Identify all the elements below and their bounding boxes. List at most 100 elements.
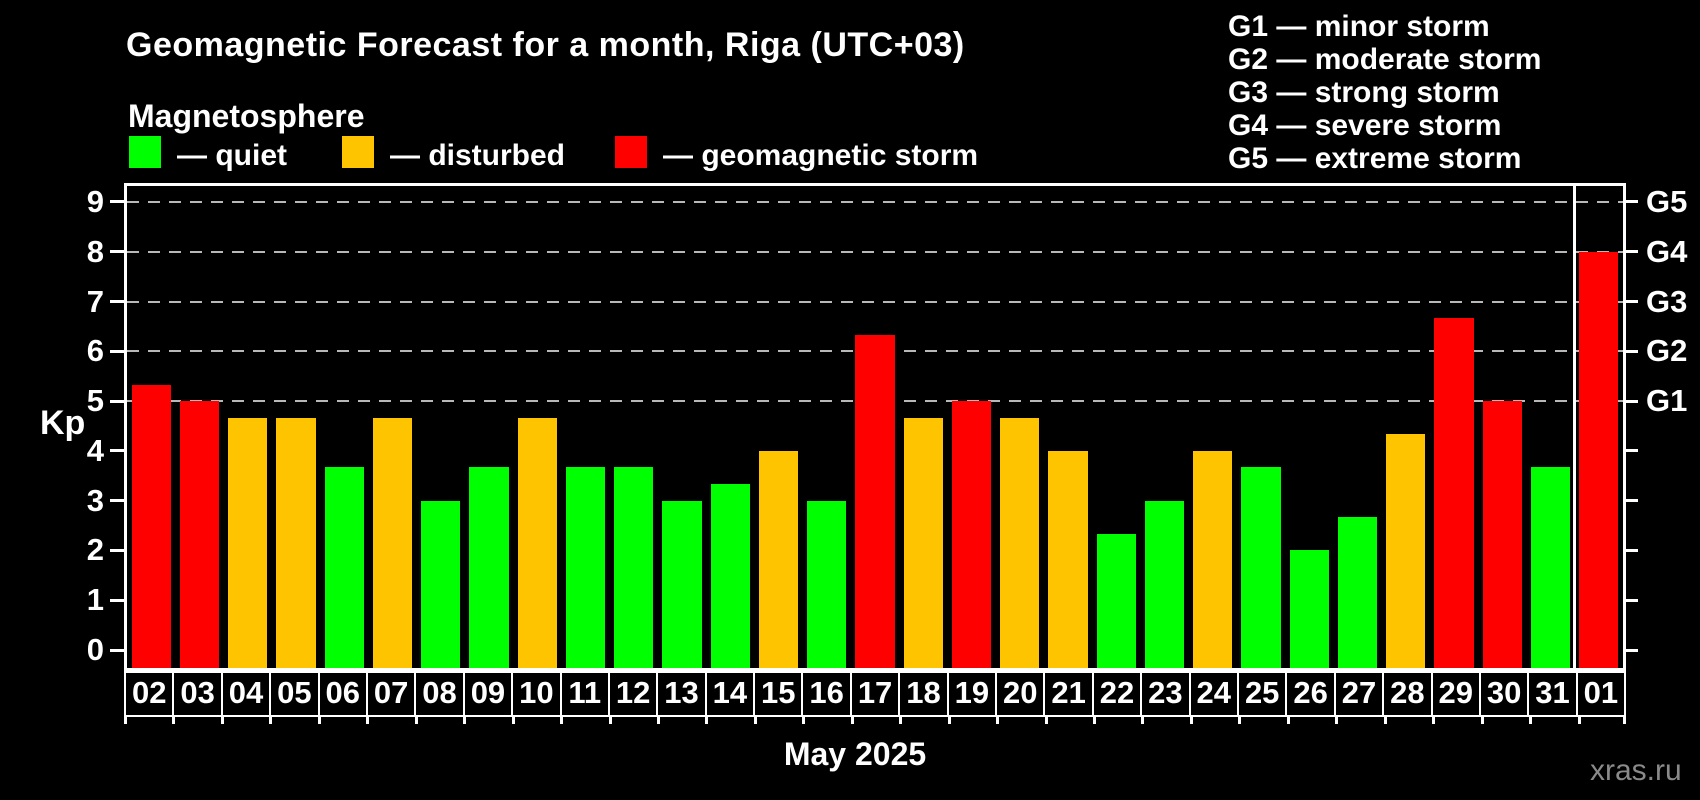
day-label-29: 29 <box>1430 671 1481 717</box>
day-label-07: 07 <box>365 671 417 717</box>
day-label-27: 27 <box>1333 671 1385 717</box>
right-axis-tick-2 <box>1626 548 1638 552</box>
magnetosphere-subtitle: Magnetosphere <box>128 98 365 134</box>
gridline-kp-7 <box>127 300 1623 303</box>
day-label-26: 26 <box>1285 671 1336 717</box>
day-boundary-tick-21 <box>1141 717 1145 724</box>
day-boundary-tick-25 <box>1335 717 1339 724</box>
right-axis-tick-9 <box>1626 200 1638 204</box>
y-axis-label-0: 0 <box>86 632 104 667</box>
legend-label-storm: — geomagnetic storm <box>663 139 979 172</box>
day-boundary-tick-26 <box>1383 717 1387 724</box>
day-label-21: 21 <box>1043 671 1094 717</box>
x-axis-day-labels: 02 03 04 05 06 07 08 09 10 11 12 13 14 15 16 17 18 19 20 21… <box>124 671 1627 717</box>
bar-day-20 <box>1000 417 1040 668</box>
y-axis-tick-8 <box>110 250 124 254</box>
bar-day-16 <box>807 500 847 668</box>
y-axis-tick-4 <box>110 449 124 453</box>
day-boundary-tick-14 <box>802 717 806 724</box>
day-boundary-tick-9 <box>560 717 564 724</box>
y-axis-label-7: 7 <box>86 283 104 319</box>
day-label-02: 02 <box>124 671 175 717</box>
x-axis-title: May 2025 <box>783 736 927 772</box>
bar-day-21 <box>1048 450 1088 668</box>
legend-label-disturbed: — disturbed <box>390 139 566 172</box>
bar-day-23 <box>1144 500 1185 668</box>
g5-legend-line: G5 — extreme storm <box>1228 142 1522 175</box>
day-label-17: 17 <box>849 671 901 717</box>
day-label-23: 23 <box>1140 671 1191 717</box>
right-axis-tick-7 <box>1626 300 1638 304</box>
day-boundary-tick-30 <box>1577 717 1581 724</box>
watermark: xras.ru <box>1590 754 1682 787</box>
day-boundary-tick-22 <box>1189 717 1193 724</box>
day-boundary-tick-23 <box>1238 717 1242 724</box>
y-axis-tick-2 <box>110 548 124 552</box>
day-boundary-tick-19 <box>1044 717 1048 724</box>
y-axis-label-1: 1 <box>86 582 104 618</box>
bar-day-09 <box>469 467 509 668</box>
bar-day-15 <box>758 450 799 668</box>
bar-day-28 <box>1386 434 1426 668</box>
bar-day-11 <box>565 467 606 668</box>
day-boundary-tick-10 <box>608 717 612 724</box>
day-label-10: 10 <box>511 671 562 717</box>
day-label-06: 06 <box>317 671 368 717</box>
right-axis-tick-6 <box>1626 349 1638 353</box>
quiet-color-swatch <box>129 136 161 168</box>
plot-area <box>124 183 1626 671</box>
y-axis-tick-1 <box>110 598 124 602</box>
g4-legend-line: G4 — severe storm <box>1228 109 1502 142</box>
bar-day-25 <box>1241 467 1281 668</box>
y-axis-tick-3 <box>110 499 124 503</box>
day-boundary-tick-11 <box>656 717 660 724</box>
day-boundary-tick-17 <box>947 717 951 724</box>
bar-day-13 <box>662 500 702 668</box>
bar-day-14 <box>710 484 750 668</box>
bar-day-07 <box>372 417 413 668</box>
day-boundary-tick-24 <box>1286 717 1290 724</box>
right-axis-label-g2: G2 <box>1646 333 1688 369</box>
y-axis-tick-6 <box>110 349 124 353</box>
day-label-30: 30 <box>1478 671 1530 717</box>
day-label-01: 01 <box>1575 671 1627 717</box>
storm-scale-legend: G1 — minor storm G2 — moderate storm G3 … <box>1228 10 1541 175</box>
page-title: Geomagnetic Forecast for a month, Riga (… <box>126 26 965 64</box>
bar-day-02 <box>131 384 171 668</box>
bar-day-29 <box>1434 317 1474 668</box>
right-axis-label-g3: G3 <box>1646 283 1688 319</box>
day-boundary-tick-4 <box>317 717 321 724</box>
day-boundary-tick-18 <box>996 717 1000 724</box>
bar-day-04 <box>228 417 268 668</box>
right-axis-tick-0 <box>1626 648 1638 652</box>
day-boundary-tick-6 <box>414 717 418 724</box>
day-boundary-tick-29 <box>1529 717 1533 724</box>
day-label-15: 15 <box>753 671 804 717</box>
y-axis-label-5: 5 <box>86 383 104 419</box>
right-axis-label-g4: G4 <box>1646 233 1688 269</box>
g2-legend-line: G2 — moderate storm <box>1228 43 1542 76</box>
day-label-03: 03 <box>172 671 223 717</box>
right-axis-tick-5 <box>1626 399 1638 403</box>
day-boundary-tick-31 <box>1623 717 1626 724</box>
day-label-31: 31 <box>1527 671 1578 717</box>
bar-day-05 <box>276 417 316 668</box>
bar-day-18 <box>903 417 943 668</box>
day-boundary-tick-27 <box>1432 717 1436 724</box>
right-axis-tick-8 <box>1626 250 1638 254</box>
y-axis-title: Kp <box>40 404 86 442</box>
day-label-13: 13 <box>656 671 707 717</box>
day-boundary-tick-2 <box>220 717 224 724</box>
bar-day-08 <box>421 500 461 668</box>
legend-label-quiet: — quiet <box>177 139 287 172</box>
y-axis-tick-9 <box>110 200 124 204</box>
right-axis-label-g5: G5 <box>1646 183 1688 219</box>
gridline-kp-9 <box>127 200 1623 203</box>
right-axis-label-g1: G1 <box>1646 383 1688 419</box>
day-label-28: 28 <box>1382 671 1433 717</box>
g1-legend-line: G1 — minor storm <box>1228 10 1490 43</box>
y-axis-label-6: 6 <box>86 333 104 369</box>
day-label-19: 19 <box>946 671 998 717</box>
bar-day-12 <box>614 467 654 668</box>
